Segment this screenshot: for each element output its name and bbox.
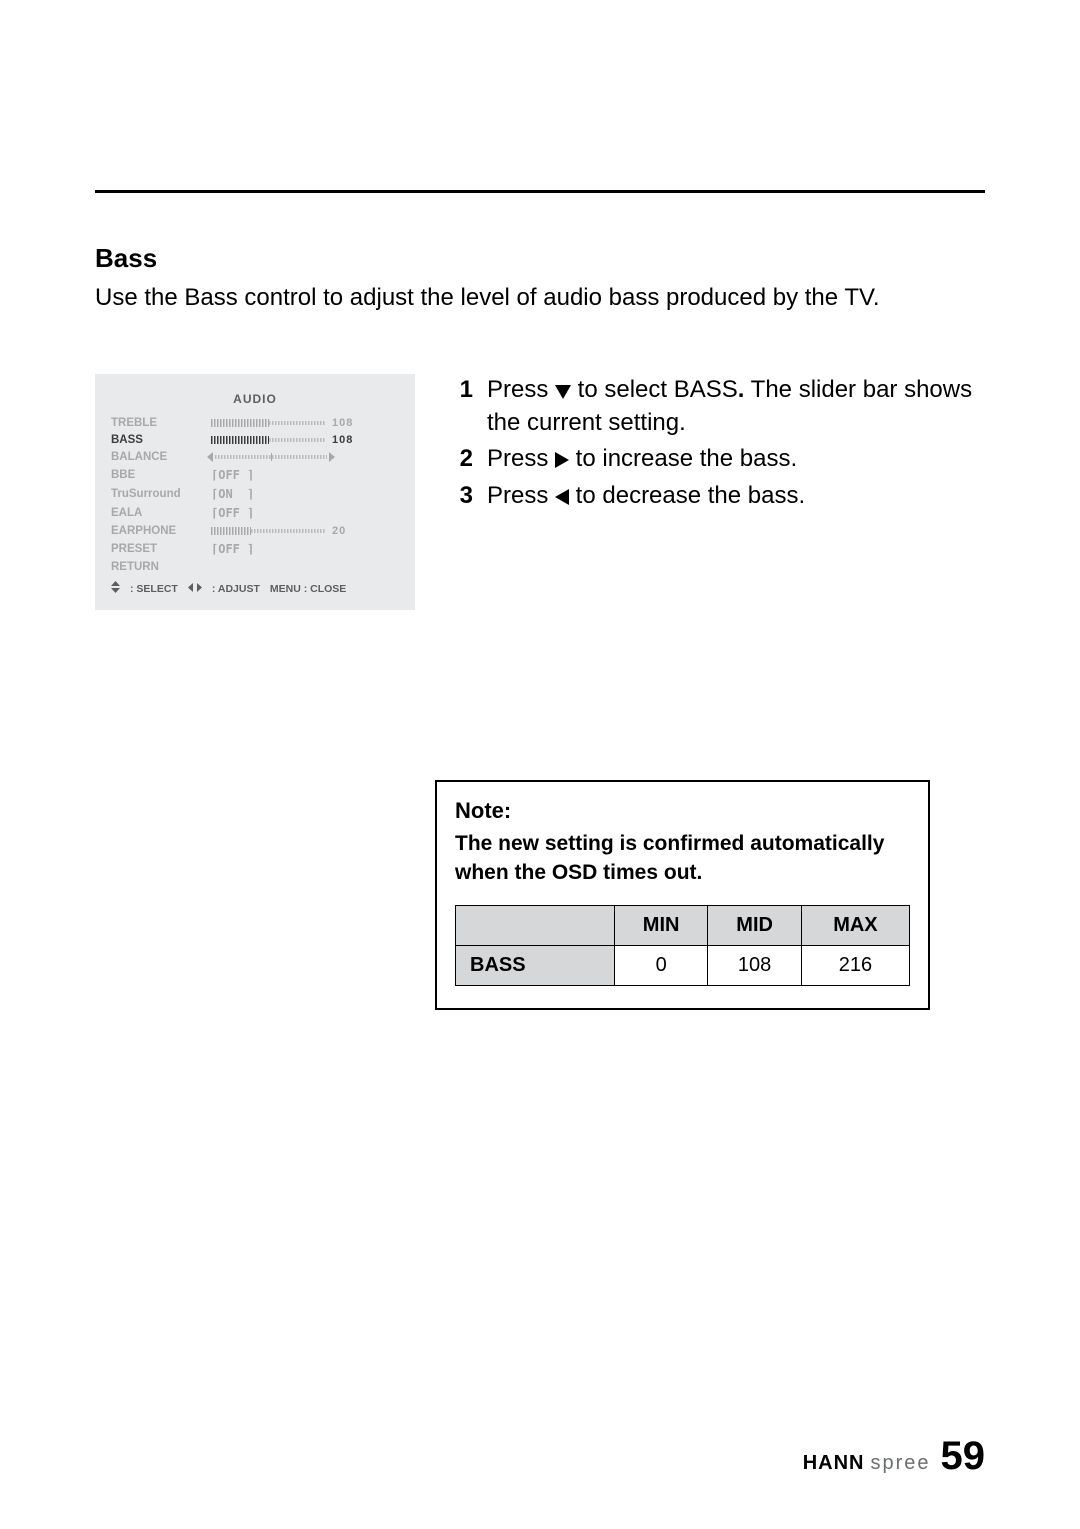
note-title: Note: bbox=[455, 798, 910, 824]
range-header-mid: MID bbox=[708, 906, 801, 946]
brand-light: spree bbox=[870, 1452, 930, 1475]
osd-footer-adjust: : ADJUST bbox=[212, 583, 260, 595]
osd-row-earphone: EARPHONE 20 bbox=[111, 522, 399, 539]
page-number: 59 bbox=[941, 1434, 986, 1479]
range-val-min: 0 bbox=[614, 946, 707, 986]
step-text: Press to select BASS. The slider bar sho… bbox=[487, 374, 985, 439]
osd-label: RETURN bbox=[111, 561, 211, 573]
osd-row-eala: EALA⌈OFF ⌉ bbox=[111, 503, 399, 522]
osd-value: ⌈OFF ⌉ bbox=[211, 542, 254, 556]
osd-value: ⌈OFF ⌉ bbox=[211, 468, 254, 482]
section-title: Bass bbox=[95, 243, 985, 274]
range-row-label: BASS bbox=[456, 946, 615, 986]
osd-label: BBE bbox=[111, 469, 211, 481]
range-header-blank bbox=[456, 906, 615, 946]
range-header-min: MIN bbox=[614, 906, 707, 946]
osd-row-treble: TREBLE 108 bbox=[111, 414, 399, 431]
header-rule bbox=[95, 190, 985, 193]
step-number: 3 bbox=[455, 480, 473, 512]
osd-row-trusurround: TruSurround⌈ON ⌉ bbox=[111, 484, 399, 503]
step-text: Press to increase the bass. bbox=[487, 443, 985, 475]
osd-label: BASS bbox=[111, 434, 211, 446]
note-box: Note: The new setting is confirmed autom… bbox=[435, 780, 930, 1010]
note-body: The new setting is confirmed automatical… bbox=[455, 830, 910, 887]
osd-row-balance: BALANCE bbox=[111, 448, 399, 465]
osd-value: 108 bbox=[332, 434, 353, 446]
osd-panel: AUDIO TREBLE108BASS108BALANCEBBE⌈OFF ⌉Tr… bbox=[95, 374, 415, 610]
osd-footer-close: MENU : CLOSE bbox=[270, 583, 346, 595]
slider-icon bbox=[211, 435, 326, 445]
balance-icon bbox=[211, 452, 331, 462]
range-val-mid: 108 bbox=[708, 946, 801, 986]
range-table: MIN MID MAX BASS 0 108 216 bbox=[455, 905, 910, 986]
osd-row-preset: PRESET⌈OFF ⌉ bbox=[111, 539, 399, 558]
osd-title: AUDIO bbox=[111, 392, 399, 406]
steps-list: 1Press to select BASS. The slider bar sh… bbox=[455, 374, 985, 516]
osd-label: PRESET bbox=[111, 543, 211, 555]
range-header-max: MAX bbox=[801, 906, 909, 946]
page-footer: HANNspree 59 bbox=[803, 1434, 985, 1479]
osd-label: TREBLE bbox=[111, 417, 211, 429]
slider-icon bbox=[211, 526, 326, 536]
step-1: 1Press to select BASS. The slider bar sh… bbox=[455, 374, 985, 439]
step-number: 2 bbox=[455, 443, 473, 475]
range-val-max: 216 bbox=[801, 946, 909, 986]
step-text: Press to decrease the bass. bbox=[487, 480, 985, 512]
step-number: 1 bbox=[455, 374, 473, 439]
triangle-down-icon bbox=[555, 385, 571, 399]
osd-row-bass: BASS 108 bbox=[111, 431, 399, 448]
osd-row-bbe: BBE⌈OFF ⌉ bbox=[111, 465, 399, 484]
osd-label: EALA bbox=[111, 507, 211, 519]
triangle-right-icon bbox=[555, 452, 569, 468]
step-2: 2 Press to increase the bass. bbox=[455, 443, 985, 475]
section-intro: Use the Bass control to adjust the level… bbox=[95, 282, 985, 314]
updown-icon bbox=[111, 581, 120, 596]
osd-row-return: RETURN bbox=[111, 558, 399, 575]
osd-label: EARPHONE bbox=[111, 525, 211, 537]
osd-value: ⌈OFF ⌉ bbox=[211, 506, 254, 520]
brand-bold: HANN bbox=[803, 1452, 865, 1475]
osd-label: BALANCE bbox=[111, 451, 211, 463]
step-3: 3 Press to decrease the bass. bbox=[455, 480, 985, 512]
osd-value: 108 bbox=[332, 417, 353, 429]
osd-value: ⌈ON ⌉ bbox=[211, 487, 254, 501]
osd-label: TruSurround bbox=[111, 488, 211, 500]
osd-footer: : SELECT : ADJUST MENU : CLOSE bbox=[111, 581, 399, 596]
leftright-icon bbox=[188, 583, 202, 595]
triangle-left-icon bbox=[555, 489, 569, 505]
slider-icon bbox=[211, 418, 326, 428]
osd-value: 20 bbox=[332, 525, 346, 537]
osd-footer-select: : SELECT bbox=[130, 583, 178, 595]
